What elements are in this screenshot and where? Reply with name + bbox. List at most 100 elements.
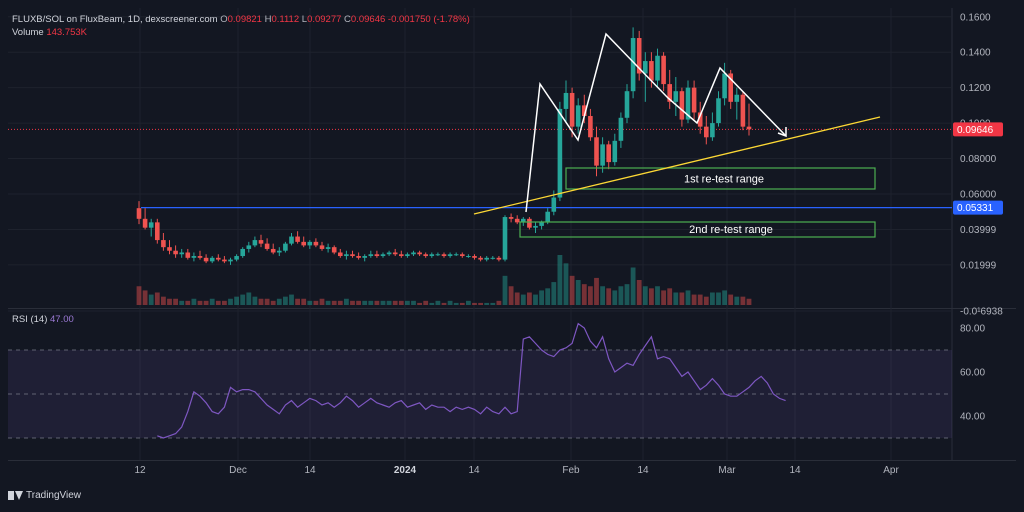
candle-body bbox=[734, 94, 740, 102]
candle-body bbox=[374, 254, 380, 257]
rsi-tick-label: 80.00 bbox=[960, 324, 985, 335]
volume-bar bbox=[484, 302, 490, 305]
candle-body bbox=[740, 94, 746, 127]
time-tick-label: Mar bbox=[718, 465, 736, 476]
candle-body bbox=[313, 241, 319, 246]
volume-bar bbox=[429, 302, 435, 305]
candle-body bbox=[728, 73, 733, 102]
symbol-title: FLUXB/SOL on FluxBeam, 1D, dexscreener.c… bbox=[12, 14, 218, 25]
candle-body bbox=[258, 240, 264, 244]
volume-bar bbox=[319, 298, 325, 305]
volume-bar bbox=[209, 298, 215, 305]
candle-body bbox=[203, 257, 209, 262]
candle-body bbox=[399, 254, 404, 257]
volume-bar bbox=[301, 298, 307, 305]
tradingview-label: TradingView bbox=[26, 490, 82, 501]
candle-body bbox=[191, 256, 197, 258]
candle-body bbox=[142, 218, 148, 228]
volume-bar bbox=[270, 300, 276, 305]
zigzag-arrowhead bbox=[777, 127, 787, 138]
rsi-tick-label: 40.00 bbox=[960, 412, 985, 423]
candle-body bbox=[246, 245, 252, 249]
volume-bar bbox=[398, 300, 404, 305]
volume-bar bbox=[423, 300, 429, 305]
candle-body bbox=[636, 38, 642, 74]
high-value: 0.1112 bbox=[271, 14, 300, 25]
volume-bar bbox=[728, 294, 734, 305]
volume-bar bbox=[581, 284, 587, 305]
volume-bar bbox=[313, 300, 319, 305]
ascending-trendline bbox=[473, 116, 881, 215]
candle-body bbox=[655, 55, 660, 81]
time-tick-label: 14 bbox=[304, 465, 316, 476]
candle-body bbox=[252, 240, 258, 246]
volume-bar bbox=[508, 286, 514, 305]
candle-body bbox=[588, 116, 593, 138]
candle-body bbox=[649, 61, 654, 81]
volume-bar bbox=[252, 296, 258, 305]
volume-bar bbox=[344, 298, 349, 305]
candle-body bbox=[417, 252, 422, 255]
volume-bar bbox=[203, 300, 209, 305]
price-tick-label: 0.01999 bbox=[960, 260, 997, 271]
time-tick-label: Feb bbox=[562, 465, 580, 476]
volume-bar bbox=[722, 290, 727, 305]
first-retest-range-box bbox=[565, 167, 876, 190]
low-label: L bbox=[301, 14, 308, 25]
volume-bar bbox=[264, 298, 270, 305]
volume-bar bbox=[496, 300, 502, 305]
volume-bar bbox=[636, 280, 642, 305]
candle-body bbox=[466, 256, 471, 258]
candle-body bbox=[301, 241, 306, 246]
candle-body bbox=[569, 92, 575, 127]
price-tick-label: 0.03999 bbox=[960, 225, 997, 236]
volume-bar bbox=[691, 294, 697, 305]
volume-bar bbox=[600, 286, 605, 305]
candle-body bbox=[209, 257, 215, 262]
volume-bar bbox=[490, 302, 496, 305]
candle-body bbox=[222, 259, 227, 262]
volume-bar bbox=[337, 300, 343, 305]
volume-bar bbox=[642, 286, 648, 305]
candle-body bbox=[344, 254, 349, 257]
candle-body bbox=[472, 256, 477, 258]
open-label: O bbox=[220, 14, 228, 25]
volume-bar bbox=[551, 282, 557, 305]
candle-body bbox=[295, 236, 300, 242]
volume-header: Volume 143.753K bbox=[12, 27, 87, 38]
volume-bar bbox=[447, 300, 453, 305]
candle-body bbox=[496, 257, 502, 260]
volume-bar bbox=[325, 300, 331, 305]
candle-body bbox=[386, 252, 392, 255]
volume-bar bbox=[386, 300, 392, 305]
candle-body bbox=[685, 87, 691, 120]
volume-bar bbox=[588, 286, 593, 305]
candle-body bbox=[338, 252, 343, 257]
candle-body bbox=[582, 105, 587, 117]
candle-body bbox=[612, 140, 618, 163]
candle-body bbox=[155, 222, 160, 241]
volume-bar bbox=[435, 300, 441, 305]
candle-body bbox=[447, 254, 453, 257]
candle-body bbox=[606, 144, 611, 163]
volume-bar bbox=[441, 302, 447, 305]
candle-body bbox=[283, 243, 288, 251]
tradingview-logo[interactable]: TradingView bbox=[8, 490, 81, 501]
price-tick-label: 0.1400 bbox=[960, 48, 991, 59]
volume-bar bbox=[215, 300, 221, 305]
candle-body bbox=[411, 252, 416, 255]
candle-body bbox=[661, 55, 666, 85]
candle-body bbox=[746, 126, 752, 130]
candle-body bbox=[643, 61, 648, 74]
volume-bar bbox=[289, 294, 294, 305]
volume-bar bbox=[350, 300, 355, 305]
volume-bar bbox=[575, 280, 581, 305]
volume-bar bbox=[740, 296, 746, 305]
candle-body bbox=[362, 256, 367, 258]
close-value: 0.09646 bbox=[350, 14, 386, 25]
volume-bar bbox=[191, 298, 197, 305]
volume-bar bbox=[533, 294, 538, 305]
candle-body bbox=[173, 250, 178, 255]
